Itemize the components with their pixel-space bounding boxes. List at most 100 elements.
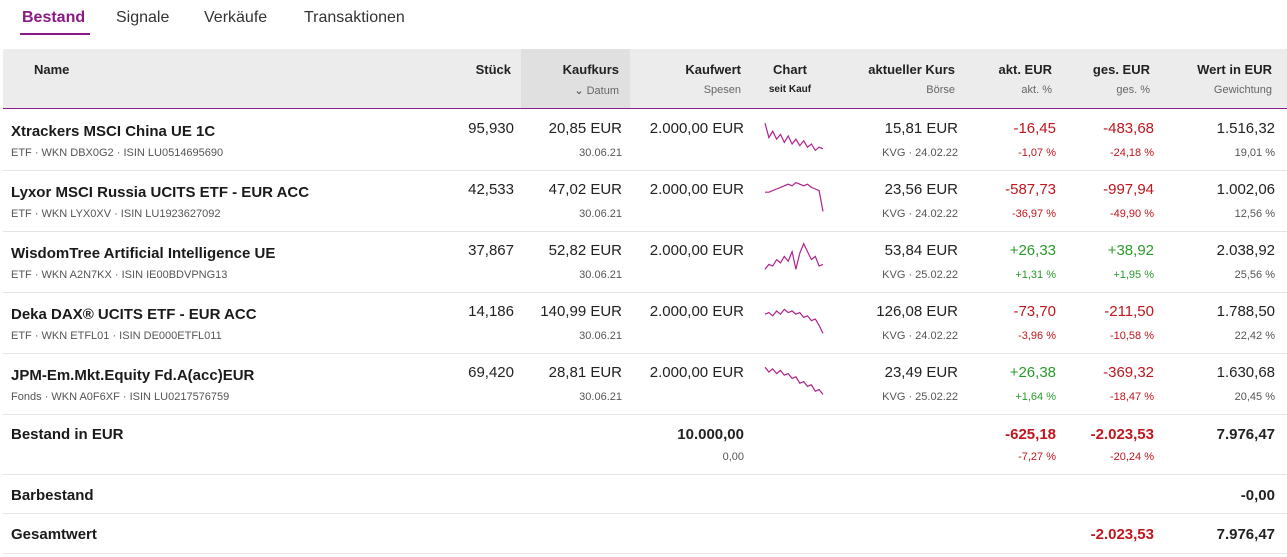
chevron-down-icon: ⌄ <box>574 85 584 97</box>
col-sub-datum[interactable]: ⌄ Datum <box>574 84 619 97</box>
holding-ges-eur: -997,94 <box>1103 181 1154 198</box>
table-row[interactable]: WisdomTree Artificial Intelligence UE ET… <box>3 232 1287 293</box>
holding-kaufwert: 2.000,00 EUR <box>649 364 744 381</box>
active-tab-indicator <box>20 33 90 35</box>
col-header-akt-eur[interactable]: akt. EUR <box>998 62 1052 77</box>
sparkline <box>764 308 824 334</box>
holding-kaufdatum: 30.06.21 <box>579 269 622 281</box>
holding-akt-pct: -3,96 % <box>1018 330 1056 342</box>
holding-kaufkurs: 140,99 EUR <box>540 303 622 320</box>
holding-boerse: KVG · 25.02.22 <box>882 391 958 403</box>
col-sub-datum-label: Datum <box>586 85 619 97</box>
col-sub-ges-pct: ges. % <box>1116 84 1150 96</box>
holding-name[interactable]: JPM-Em.Mkt.Equity Fd.A(acc)EUR <box>11 367 255 384</box>
barbestand-wert: -0,00 <box>1240 487 1275 504</box>
col-header-name[interactable]: Name <box>34 62 70 77</box>
barbestand-row: Barbestand -0,00 <box>3 475 1287 514</box>
holding-ges-eur: -211,50 <box>1104 303 1154 320</box>
holding-meta: ETF · WKN ETFL01 · ISIN DE000ETFL011 <box>11 330 222 342</box>
sparkline-chart[interactable] <box>763 301 825 337</box>
table-row[interactable]: Xtrackers MSCI China UE 1C ETF · WKN DBX… <box>3 110 1287 171</box>
holding-kurs: 126,08 EUR <box>876 303 958 320</box>
holding-kurs: 23,56 EUR <box>884 181 958 198</box>
tab-bestand[interactable]: Bestand <box>22 9 86 26</box>
table-row[interactable]: Lyxor MSCI Russia UCITS ETF - EUR ACC ET… <box>3 171 1287 232</box>
holding-kaufkurs: 47,02 EUR <box>548 181 622 198</box>
sparkline-chart[interactable] <box>763 362 825 398</box>
holding-akt-eur: -587,73 <box>1005 181 1056 198</box>
holding-name[interactable]: Xtrackers MSCI China UE 1C <box>11 123 216 140</box>
col-header-stueck[interactable]: Stück <box>475 62 511 77</box>
col-header-ges-eur[interactable]: ges. EUR <box>1092 62 1150 77</box>
holding-name[interactable]: Deka DAX® UCITS ETF - EUR ACC <box>11 306 257 323</box>
total-akt-pct: -7,27 % <box>1018 451 1056 463</box>
holding-stueck: 37,867 <box>468 242 514 259</box>
holding-gewichtung: 25,56 % <box>1234 269 1275 281</box>
col-header-chart: Chart <box>773 62 807 77</box>
holding-meta: ETF · WKN A2N7KX · ISIN IE00BDVPNG13 <box>11 269 228 281</box>
total-akt-eur: -625,18 <box>1005 426 1056 443</box>
holding-ges-eur: +38,92 <box>1107 242 1154 259</box>
sparkline-chart[interactable] <box>763 118 825 154</box>
total-row: Bestand in EUR 10.000,00 0,00 -625,18 -7… <box>3 414 1287 475</box>
holding-gewichtung: 12,56 % <box>1234 208 1275 220</box>
holding-kaufkurs: 28,81 EUR <box>548 364 622 381</box>
barbestand-label: Barbestand <box>11 487 94 504</box>
holding-stueck: 69,420 <box>468 364 514 381</box>
holding-ges-pct: +1,95 % <box>1113 269 1154 281</box>
holding-akt-eur: +26,33 <box>1009 242 1056 259</box>
tab-transaktionen[interactable]: Transaktionen <box>304 9 405 26</box>
holding-wert: 1.516,32 <box>1216 120 1275 137</box>
total-label: Bestand in EUR <box>11 426 124 443</box>
holding-kaufdatum: 30.06.21 <box>579 330 622 342</box>
holding-boerse: KVG · 24.02.22 <box>882 147 958 159</box>
tab-signale[interactable]: Signale <box>116 9 170 26</box>
total-ges-eur: -2.023,53 <box>1090 426 1154 443</box>
sparkline <box>765 181 824 212</box>
holding-wert: 1.630,68 <box>1216 364 1275 381</box>
total-spesen: 0,00 <box>722 451 744 463</box>
holding-kaufwert: 2.000,00 EUR <box>649 303 744 320</box>
holding-gewichtung: 22,42 % <box>1234 330 1275 342</box>
holding-akt-eur: +26,38 <box>1009 364 1056 381</box>
holding-akt-pct: +1,64 % <box>1015 391 1056 403</box>
total-wert: 7.976,47 <box>1216 426 1275 443</box>
holding-akt-pct: -1,07 % <box>1018 147 1056 159</box>
holding-boerse: KVG · 25.02.22 <box>882 269 958 281</box>
holding-kaufdatum: 30.06.21 <box>579 147 622 159</box>
holding-kurs: 23,49 EUR <box>884 364 958 381</box>
holding-stueck: 95,930 <box>468 120 514 137</box>
holding-ges-pct: -49,90 % <box>1109 208 1154 220</box>
holding-name[interactable]: Lyxor MSCI Russia UCITS ETF - EUR ACC <box>11 184 310 201</box>
holding-kaufwert: 2.000,00 EUR <box>649 120 744 137</box>
holding-name[interactable]: WisdomTree Artificial Intelligence UE <box>11 245 276 262</box>
holding-kaufwert: 2.000,00 EUR <box>649 242 744 259</box>
holding-kaufdatum: 30.06.21 <box>579 391 622 403</box>
col-header-aktueller-kurs[interactable]: aktueller Kurs <box>868 62 955 77</box>
tab-verkaeufe[interactable]: Verkäufe <box>204 9 268 26</box>
holding-akt-pct: -36,97 % <box>1011 208 1056 220</box>
sorted-column-highlight <box>521 49 630 108</box>
holding-kaufdatum: 30.06.21 <box>579 208 622 220</box>
sparkline-chart[interactable] <box>763 240 825 276</box>
col-header-wert[interactable]: Wert in EUR <box>1197 62 1272 77</box>
col-sub-spesen: Spesen <box>703 84 741 96</box>
sparkline <box>764 366 824 395</box>
gesamtwert-row: Gesamtwert -2.023,53 7.976,47 <box>3 514 1287 554</box>
col-sub-gewichtung: Gewichtung <box>1213 84 1272 96</box>
table-row[interactable]: JPM-Em.Mkt.Equity Fd.A(acc)EUR Fonds · W… <box>3 354 1287 415</box>
col-header-kaufkurs[interactable]: Kaufkurs <box>562 62 619 77</box>
col-sub-akt-pct: akt. % <box>1021 84 1052 96</box>
sparkline-chart[interactable] <box>763 179 825 215</box>
holding-boerse: KVG · 24.02.22 <box>882 208 958 220</box>
holding-wert: 1.788,50 <box>1216 303 1275 320</box>
col-sub-boerse: Börse <box>926 84 955 96</box>
holding-kaufkurs: 52,82 EUR <box>548 242 622 259</box>
table-row[interactable]: Deka DAX® UCITS ETF - EUR ACC ETF · WKN … <box>3 293 1287 354</box>
sparkline <box>764 123 824 152</box>
holding-wert: 1.002,06 <box>1216 181 1275 198</box>
col-sub-seit-kauf: seit Kauf <box>768 84 812 95</box>
col-header-kaufwert[interactable]: Kaufwert <box>685 62 741 77</box>
holding-kaufkurs: 20,85 EUR <box>548 120 622 137</box>
holding-boerse: KVG · 24.02.22 <box>882 330 958 342</box>
